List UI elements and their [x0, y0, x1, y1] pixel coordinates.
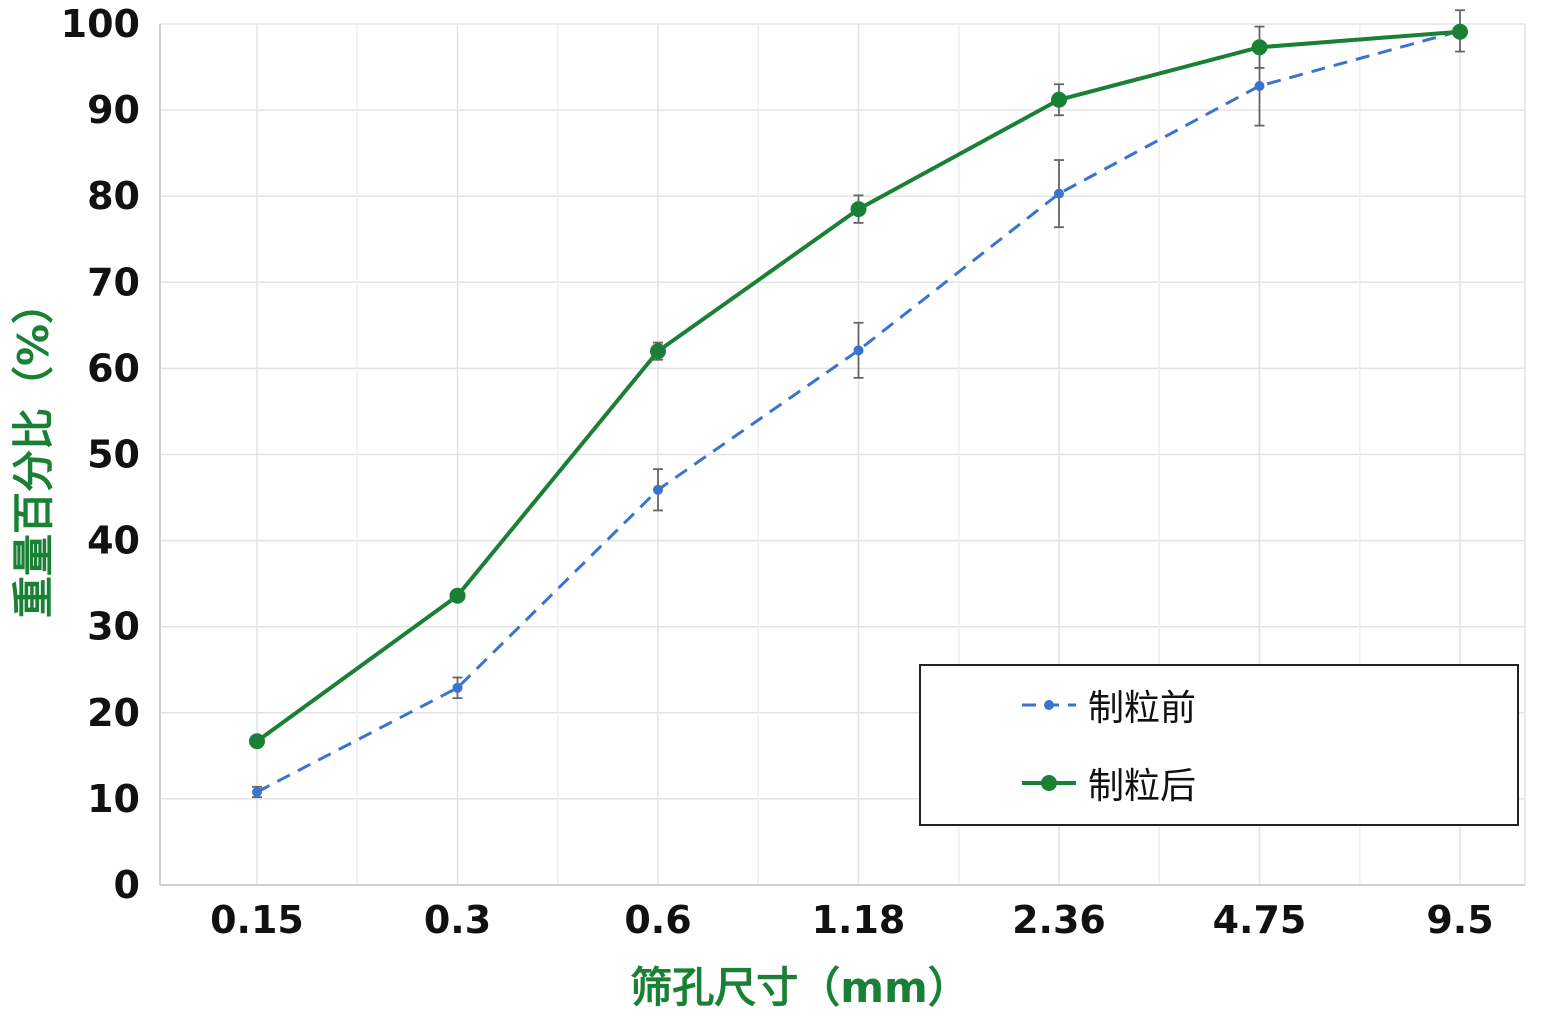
y-tick-label: 100 — [61, 2, 140, 46]
x-tick-label: 2.36 — [1012, 898, 1106, 942]
y-tick-label: 60 — [87, 346, 140, 390]
x-tick-label: 4.75 — [1213, 898, 1307, 942]
data-point — [249, 733, 265, 750]
legend-marker-before — [1044, 700, 1054, 710]
x-tick-label: 0.6 — [624, 898, 691, 942]
y-axis-label: 重量百分比（%） — [9, 282, 58, 618]
x-tick-label: 9.5 — [1426, 898, 1493, 942]
data-point — [452, 682, 463, 693]
x-tick-label: 1.18 — [812, 898, 906, 942]
data-point — [1254, 80, 1265, 91]
x-tick-labels: 0.15 0.3 0.6 1.18 2.36 4.75 9.5 — [210, 898, 1494, 942]
legend-marker-after — [1041, 775, 1057, 791]
series-after — [249, 23, 1468, 750]
series-group — [249, 9, 1468, 799]
y-tick-label: 80 — [87, 174, 140, 218]
data-point — [853, 345, 864, 356]
y-tick-label: 10 — [87, 777, 140, 821]
series-before — [252, 9, 1465, 799]
x-tick-label: 0.3 — [424, 898, 491, 942]
x-tick-label: 0.15 — [210, 898, 304, 942]
data-point — [252, 787, 262, 798]
y-tick-labels: 0 10 20 30 40 50 60 70 80 90 100 — [61, 2, 140, 907]
data-point — [1251, 39, 1268, 56]
legend-box — [919, 664, 1519, 826]
data-point — [653, 484, 663, 495]
legend-label-after: 制粒后 — [1088, 766, 1196, 807]
y-tick-label: 30 — [87, 605, 140, 649]
axes — [159, 24, 1525, 886]
data-point — [449, 587, 466, 604]
legend-label-before: 制粒前 — [1088, 688, 1196, 729]
data-point — [650, 343, 666, 360]
data-point — [1051, 91, 1067, 108]
y-tick-label: 90 — [87, 88, 140, 132]
y-tick-label: 50 — [87, 433, 140, 477]
data-point — [1452, 23, 1468, 40]
y-tick-label: 40 — [87, 519, 140, 563]
data-point — [1054, 188, 1064, 199]
y-tick-label: 0 — [114, 863, 140, 907]
legend: 制粒前 制粒后 — [919, 664, 1519, 826]
y-tick-label: 70 — [87, 260, 140, 304]
y-tick-label: 20 — [87, 691, 140, 735]
data-point — [850, 201, 867, 218]
x-axis-label: 筛孔尺寸（mm） — [630, 963, 970, 1012]
